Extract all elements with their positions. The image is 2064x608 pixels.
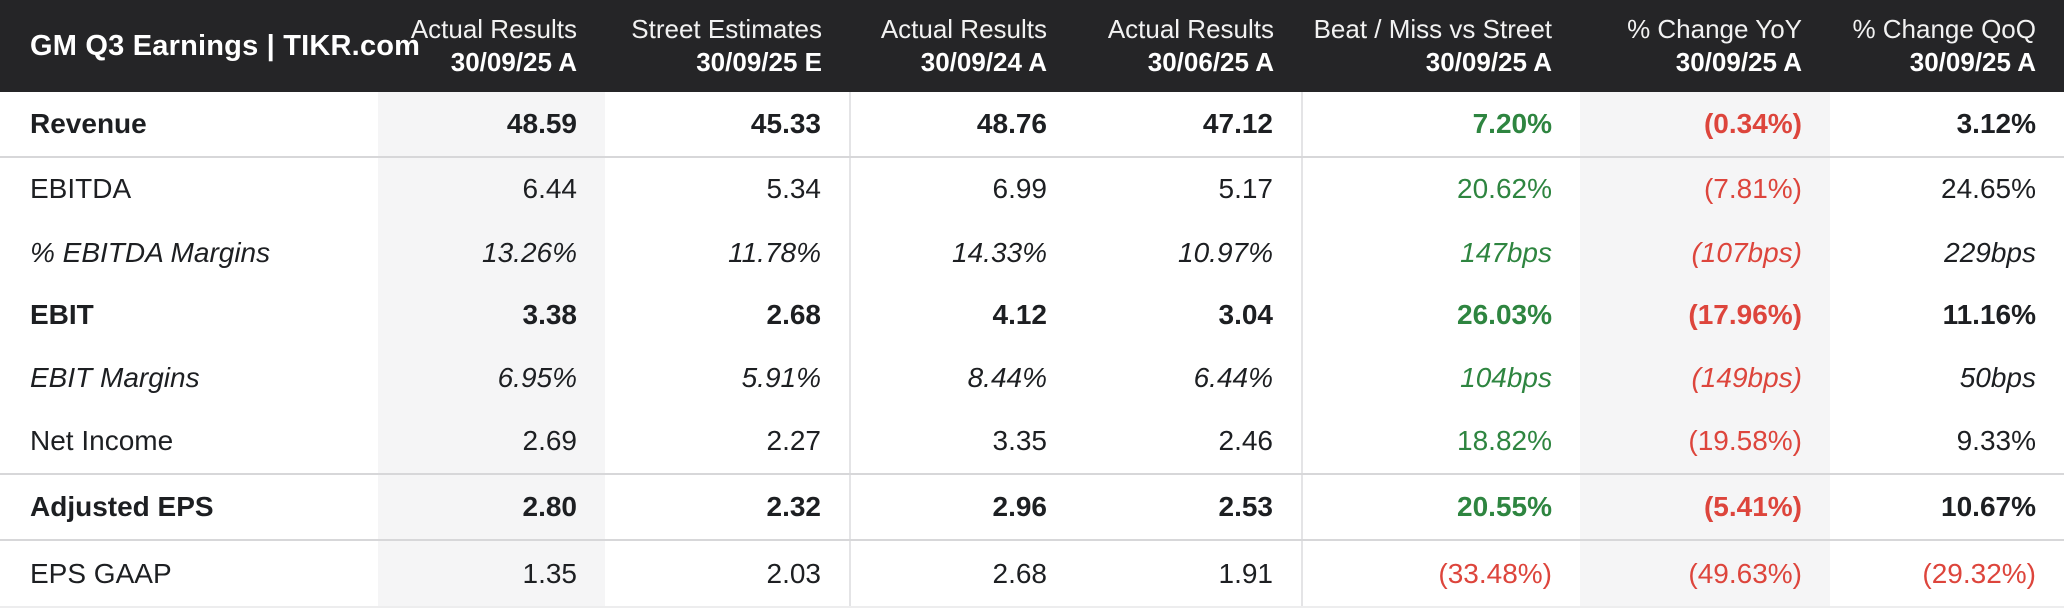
value-cell: 2.03 — [605, 540, 850, 608]
value-cell: 6.44 — [378, 156, 605, 222]
value-cell: 2.46 — [1075, 409, 1302, 476]
value-cell: (17.96%) — [1580, 283, 1830, 347]
value-cell: (149bps) — [1580, 346, 1830, 410]
value-cell: 10.97% — [1075, 221, 1302, 284]
value-cell: 14.33% — [849, 221, 1075, 284]
table-row: Revenue 48.59 45.33 48.76 47.12 7.20% (0.34%) 3… — [0, 92, 2064, 158]
value-cell: 2.69 — [378, 409, 605, 476]
value-cell: 5.17 — [1075, 156, 1302, 222]
value-cell: 5.34 — [605, 156, 850, 222]
value-cell: 7.20% — [1301, 92, 1580, 158]
row-label: Net Income — [0, 409, 378, 476]
value-cell: 20.55% — [1301, 474, 1580, 542]
table-header: GM Q3 Earnings | TIKR.com Actual Results… — [0, 0, 2064, 92]
value-cell: 3.12% — [1830, 92, 2064, 158]
value-cell: 48.76 — [849, 92, 1075, 158]
value-cell: 147bps — [1301, 221, 1580, 284]
value-cell: 8.44% — [849, 346, 1075, 410]
column-period-label: 30/09/24 A — [920, 47, 1047, 77]
row-label: EBIT — [0, 283, 378, 347]
value-cell: (7.81%) — [1580, 156, 1830, 222]
value-cell: 26.03% — [1301, 283, 1580, 347]
value-cell: 24.65% — [1830, 156, 2064, 222]
value-cell: 13.26% — [378, 221, 605, 284]
value-cell: 47.12 — [1075, 92, 1302, 158]
column-header-6: % Change YoY 30/09/25 A — [1580, 0, 1830, 92]
value-cell: 2.80 — [378, 474, 605, 542]
value-cell: 229bps — [1830, 221, 2064, 284]
value-cell: 20.62% — [1301, 156, 1580, 222]
column-period-label: 30/06/25 A — [1147, 47, 1274, 77]
value-cell: 50bps — [1830, 346, 2064, 410]
value-cell: (107bps) — [1580, 221, 1830, 284]
value-cell: 3.38 — [378, 283, 605, 347]
table-body: Revenue 48.59 45.33 48.76 47.12 7.20% (0.34%) 3… — [0, 92, 2064, 608]
table-row: EPS GAAP 1.35 2.03 2.68 1.91 (33.48%) (49.63%)… — [0, 540, 2064, 608]
value-cell: 2.96 — [849, 474, 1075, 542]
value-cell: 4.12 — [849, 283, 1075, 347]
value-cell: 2.27 — [605, 409, 850, 476]
row-label: Revenue — [0, 92, 378, 158]
column-header-5: Beat / Miss vs Street 30/09/25 A — [1302, 0, 1580, 92]
column-header-3: Actual Results 30/09/24 A — [850, 0, 1075, 92]
row-label: EBITDA — [0, 156, 378, 222]
value-cell: 1.91 — [1075, 540, 1302, 608]
value-cell: 6.44% — [1075, 346, 1302, 410]
value-cell: 2.53 — [1075, 474, 1302, 542]
value-cell: 10.67% — [1830, 474, 2064, 542]
value-cell: 48.59 — [378, 92, 605, 158]
table-row: EBIT 3.38 2.68 4.12 3.04 26.03% (17.96%) 11.16% — [0, 283, 2064, 347]
column-metric-label: % Change QoQ — [1852, 14, 2036, 44]
value-cell: 3.35 — [849, 409, 1075, 476]
table-row: EBITDA 6.44 5.34 6.99 5.17 20.62% (7.81%) 24.65… — [0, 156, 2064, 222]
value-cell: (5.41%) — [1580, 474, 1830, 542]
header-row: GM Q3 Earnings | TIKR.com Actual Results… — [0, 0, 2064, 92]
column-metric-label: Actual Results — [880, 14, 1047, 44]
value-cell: (29.32%) — [1830, 540, 2064, 608]
column-header-1: Actual Results 30/09/25 A — [378, 0, 605, 92]
value-cell: 1.35 — [378, 540, 605, 608]
column-header-4: Actual Results 30/06/25 A — [1075, 0, 1302, 92]
table-row: Net Income 2.69 2.27 3.35 2.46 18.82% (19.58%)… — [0, 409, 2064, 476]
table-row: Adjusted EPS 2.80 2.32 2.96 2.53 20.55% (5.41%… — [0, 474, 2064, 542]
value-cell: 2.68 — [849, 540, 1075, 608]
value-cell: 2.68 — [605, 283, 850, 347]
row-label: EBIT Margins — [0, 346, 378, 410]
column-period-label: 30/09/25 A — [450, 47, 577, 77]
value-cell: 11.16% — [1830, 283, 2064, 347]
value-cell: (0.34%) — [1580, 92, 1830, 158]
row-label: Adjusted EPS — [0, 474, 378, 542]
value-cell: 3.04 — [1075, 283, 1302, 347]
column-header-7: % Change QoQ 30/09/25 A — [1830, 0, 2064, 92]
column-period-label: 30/09/25 A — [1909, 47, 2036, 77]
value-cell: 45.33 — [605, 92, 850, 158]
value-cell: 6.95% — [378, 346, 605, 410]
column-metric-label: Street Estimates — [631, 14, 822, 44]
value-cell: 5.91% — [605, 346, 850, 410]
value-cell: 2.32 — [605, 474, 850, 542]
value-cell: (19.58%) — [1580, 409, 1830, 476]
value-cell: (33.48%) — [1301, 540, 1580, 608]
row-label: % EBITDA Margins — [0, 221, 378, 284]
column-period-label: 30/09/25 A — [1425, 47, 1552, 77]
value-cell: (49.63%) — [1580, 540, 1830, 608]
table-row: % EBITDA Margins 13.26% 11.78% 14.33% 10.97%… — [0, 221, 2064, 284]
column-metric-label: Actual Results — [1107, 14, 1274, 44]
row-label: EPS GAAP — [0, 540, 378, 608]
column-period-label: 30/09/25 E — [696, 47, 822, 77]
value-cell: 11.78% — [605, 221, 850, 284]
column-metric-label: % Change YoY — [1627, 14, 1802, 44]
table-title: GM Q3 Earnings | TIKR.com — [0, 0, 420, 92]
table-row: EBIT Margins 6.95% 5.91% 8.44% 6.44% 104bps (1… — [0, 346, 2064, 410]
value-cell: 9.33% — [1830, 409, 2064, 476]
column-period-label: 30/09/25 A — [1675, 47, 1802, 77]
value-cell: 104bps — [1301, 346, 1580, 410]
value-cell: 6.99 — [849, 156, 1075, 222]
column-metric-label: Actual Results — [410, 14, 577, 44]
column-metric-label: Beat / Miss vs Street — [1313, 14, 1552, 44]
column-header-2: Street Estimates 30/09/25 E — [605, 0, 850, 92]
value-cell: 18.82% — [1301, 409, 1580, 476]
